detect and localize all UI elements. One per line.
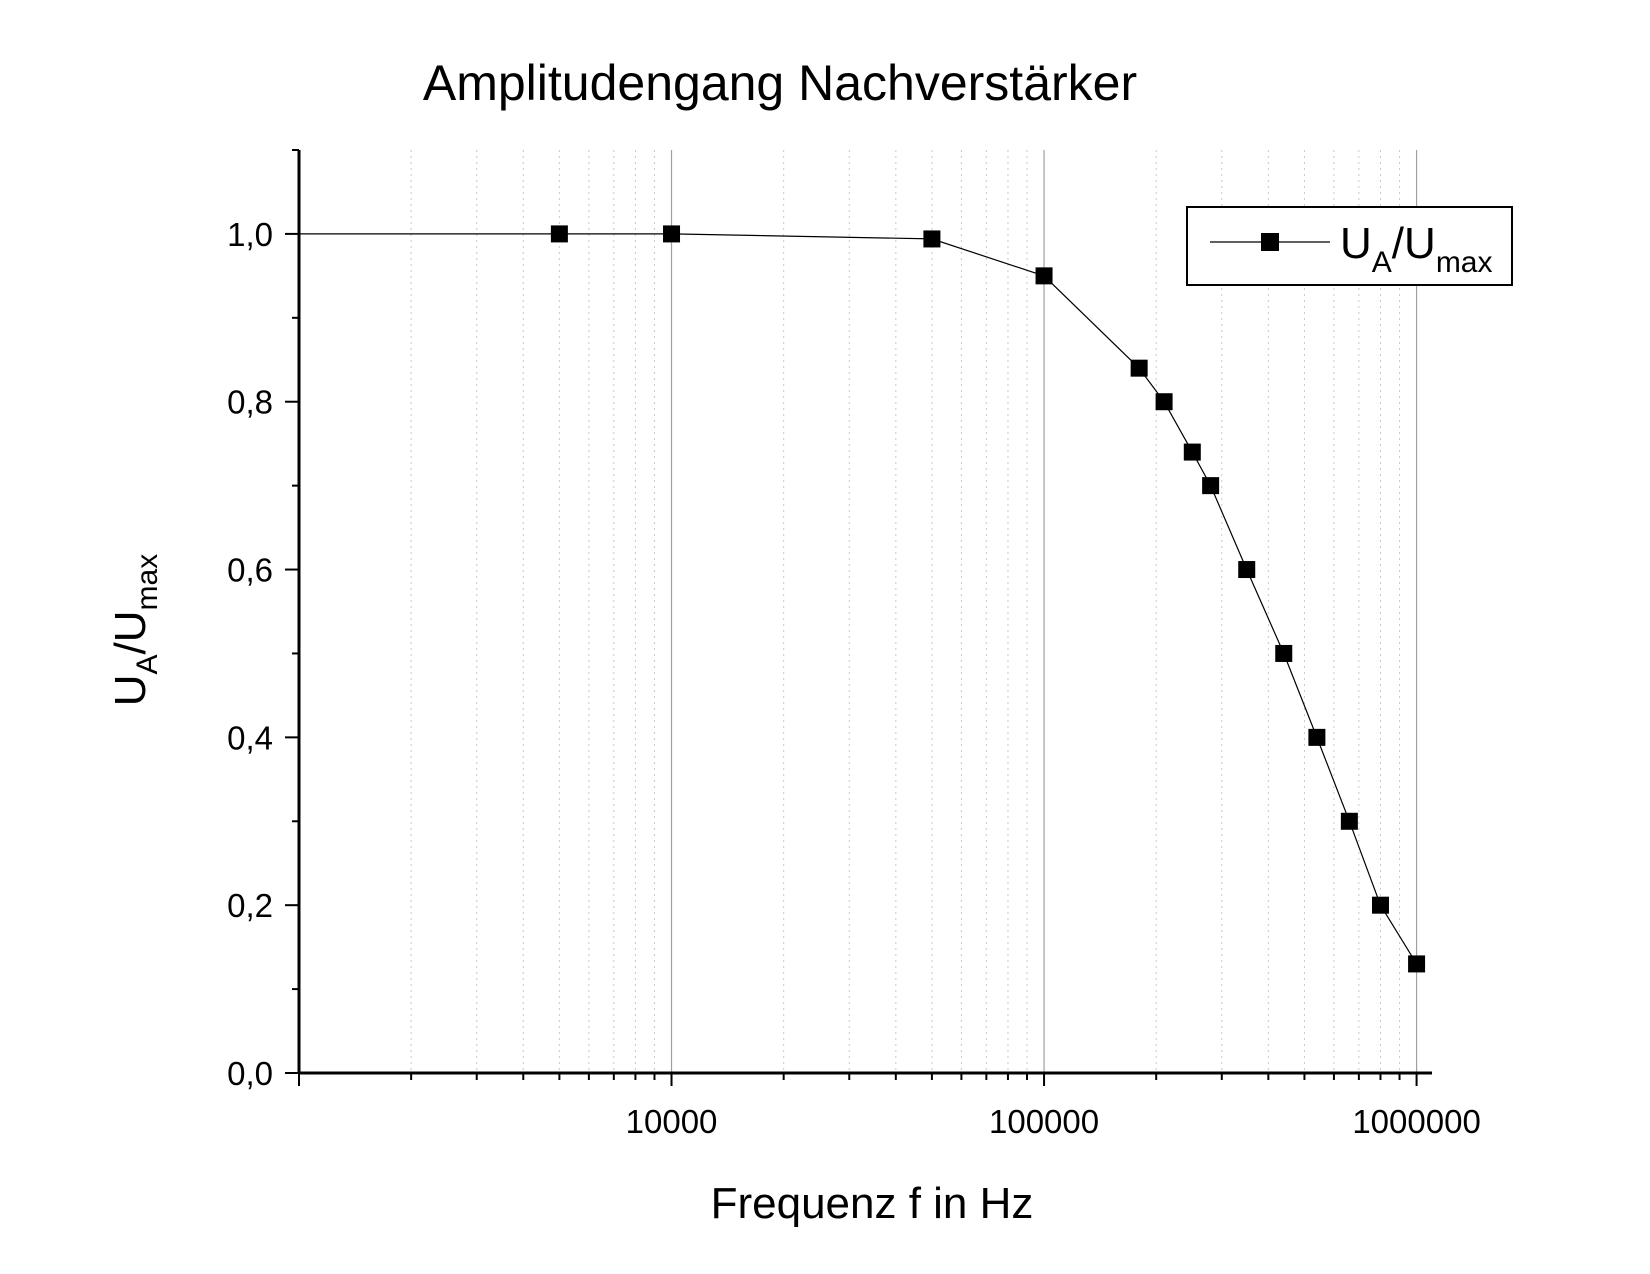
data-point xyxy=(1130,359,1148,377)
legend-marker xyxy=(1261,233,1279,251)
data-point xyxy=(1371,896,1389,914)
x-axis-label: Frequenz f in Hz xyxy=(711,1179,1034,1228)
tick-labels: 0,0 0,2 0,4 0,6 0,8 1,0 10000 100000 1000000 xyxy=(227,216,1481,1140)
y-axis-label: UA/Umax xyxy=(106,554,164,707)
y-tick-label: 0,4 xyxy=(227,719,273,756)
y-tick-label: 1,0 xyxy=(227,216,273,253)
data-point xyxy=(1275,644,1293,662)
data-point xyxy=(1308,728,1326,746)
y-tick-label: 0,2 xyxy=(227,887,273,924)
series-line xyxy=(299,233,1418,965)
x-tick-label: 10000 xyxy=(626,1103,718,1140)
grid-lines xyxy=(410,150,1418,1073)
y-tick-label: 0,6 xyxy=(227,552,273,589)
legend-label: UA/Umax xyxy=(1340,219,1493,279)
data-point xyxy=(1202,477,1220,495)
chart-title: Amplitudengang Nachverstärker xyxy=(423,55,1137,111)
y-tick-label: 0,8 xyxy=(227,384,273,421)
data-point xyxy=(550,225,568,243)
data-point xyxy=(1340,812,1358,830)
data-point xyxy=(1238,561,1256,579)
x-tick-label: 1000000 xyxy=(1352,1103,1480,1140)
x-tick-label: 100000 xyxy=(989,1103,1099,1140)
y-label-sub2: max xyxy=(131,554,164,611)
data-point xyxy=(923,230,941,248)
y-label-base1: U xyxy=(106,674,155,706)
legend: UA/Umax xyxy=(1186,206,1513,286)
y-label-sep: / xyxy=(106,641,155,654)
legend-box xyxy=(1186,206,1513,286)
data-point xyxy=(1035,267,1053,285)
data-point xyxy=(1183,443,1201,461)
data-point xyxy=(663,225,681,243)
data-series xyxy=(299,225,1426,973)
data-point xyxy=(1408,955,1426,973)
data-point xyxy=(1155,393,1173,411)
axes xyxy=(285,149,1432,1086)
y-label-base2: U xyxy=(106,610,155,642)
svg-text:UA/Umax: UA/Umax xyxy=(106,554,164,707)
y-label-sub1: A xyxy=(131,654,164,674)
y-tick-label: 0,0 xyxy=(227,1055,273,1092)
